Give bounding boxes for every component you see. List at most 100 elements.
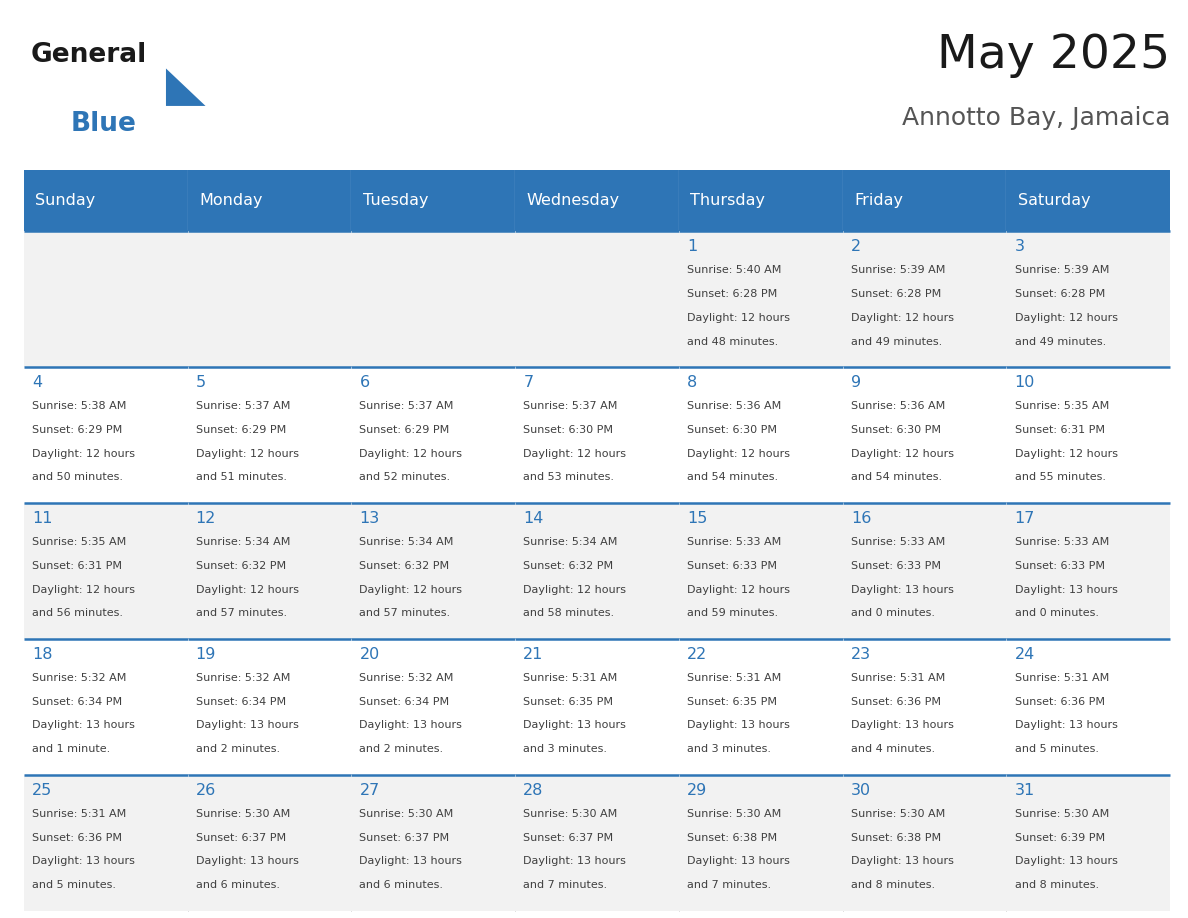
Text: Sunset: 6:34 PM: Sunset: 6:34 PM (32, 697, 122, 707)
Text: Daylight: 12 hours: Daylight: 12 hours (360, 449, 462, 459)
Text: Daylight: 13 hours: Daylight: 13 hours (687, 856, 790, 867)
Text: Sunset: 6:31 PM: Sunset: 6:31 PM (1015, 425, 1105, 435)
Text: Sunset: 6:37 PM: Sunset: 6:37 PM (523, 833, 613, 843)
Text: Sunset: 6:32 PM: Sunset: 6:32 PM (196, 561, 286, 571)
Text: Saturday: Saturday (1018, 193, 1091, 208)
Text: Wednesday: Wednesday (526, 193, 620, 208)
Text: Daylight: 12 hours: Daylight: 12 hours (851, 449, 954, 459)
Text: 5: 5 (196, 375, 206, 390)
Text: Sunrise: 5:31 AM: Sunrise: 5:31 AM (523, 673, 618, 683)
Text: Sunset: 6:30 PM: Sunset: 6:30 PM (687, 425, 777, 435)
Text: 8: 8 (687, 375, 697, 390)
Text: Friday: Friday (854, 193, 903, 208)
Text: Sunrise: 5:34 AM: Sunrise: 5:34 AM (360, 537, 454, 547)
Text: Daylight: 13 hours: Daylight: 13 hours (851, 856, 954, 867)
Text: Sunrise: 5:33 AM: Sunrise: 5:33 AM (1015, 537, 1108, 547)
FancyBboxPatch shape (188, 503, 352, 639)
Text: Sunrise: 5:31 AM: Sunrise: 5:31 AM (1015, 673, 1108, 683)
Text: Sunset: 6:35 PM: Sunset: 6:35 PM (687, 697, 777, 707)
Text: 25: 25 (32, 783, 52, 798)
Text: 28: 28 (523, 783, 544, 798)
Text: Sunset: 6:39 PM: Sunset: 6:39 PM (1015, 833, 1105, 843)
Text: Sunset: 6:33 PM: Sunset: 6:33 PM (1015, 561, 1105, 571)
Text: Sunset: 6:33 PM: Sunset: 6:33 PM (851, 561, 941, 571)
Text: Sunrise: 5:37 AM: Sunrise: 5:37 AM (196, 401, 290, 411)
FancyBboxPatch shape (24, 170, 188, 231)
FancyBboxPatch shape (516, 775, 678, 911)
FancyBboxPatch shape (678, 503, 842, 639)
Text: Daylight: 13 hours: Daylight: 13 hours (851, 721, 954, 731)
Text: and 0 minutes.: and 0 minutes. (851, 609, 935, 619)
Text: Sunset: 6:36 PM: Sunset: 6:36 PM (1015, 697, 1105, 707)
Text: and 1 minute.: and 1 minute. (32, 744, 110, 755)
Text: and 48 minutes.: and 48 minutes. (687, 337, 778, 347)
Text: 2: 2 (851, 240, 861, 254)
Text: Sunset: 6:28 PM: Sunset: 6:28 PM (1015, 289, 1105, 299)
Text: Sunset: 6:32 PM: Sunset: 6:32 PM (523, 561, 613, 571)
Text: Sunrise: 5:30 AM: Sunrise: 5:30 AM (687, 809, 782, 819)
Text: Daylight: 12 hours: Daylight: 12 hours (687, 313, 790, 323)
Text: Sunrise: 5:34 AM: Sunrise: 5:34 AM (523, 537, 618, 547)
FancyBboxPatch shape (352, 170, 516, 231)
FancyBboxPatch shape (24, 639, 188, 775)
FancyBboxPatch shape (678, 170, 842, 231)
Text: Sunrise: 5:31 AM: Sunrise: 5:31 AM (32, 809, 126, 819)
Text: 18: 18 (32, 647, 52, 662)
Text: Sunset: 6:35 PM: Sunset: 6:35 PM (523, 697, 613, 707)
Text: 14: 14 (523, 511, 544, 526)
FancyBboxPatch shape (678, 639, 842, 775)
FancyBboxPatch shape (842, 170, 1006, 231)
Text: 16: 16 (851, 511, 871, 526)
Text: and 7 minutes.: and 7 minutes. (687, 880, 771, 890)
Text: and 55 minutes.: and 55 minutes. (1015, 473, 1106, 483)
Polygon shape (166, 69, 206, 106)
Text: Sunset: 6:36 PM: Sunset: 6:36 PM (32, 833, 122, 843)
FancyBboxPatch shape (678, 367, 842, 503)
Text: Daylight: 12 hours: Daylight: 12 hours (196, 585, 298, 595)
Text: and 54 minutes.: and 54 minutes. (687, 473, 778, 483)
Text: Sunset: 6:36 PM: Sunset: 6:36 PM (851, 697, 941, 707)
Text: Sunrise: 5:30 AM: Sunrise: 5:30 AM (523, 809, 618, 819)
Text: Daylight: 13 hours: Daylight: 13 hours (687, 721, 790, 731)
Text: and 49 minutes.: and 49 minutes. (1015, 337, 1106, 347)
Text: 21: 21 (523, 647, 544, 662)
Text: and 51 minutes.: and 51 minutes. (196, 473, 286, 483)
Text: Monday: Monday (200, 193, 263, 208)
FancyBboxPatch shape (1006, 775, 1170, 911)
Text: Sunrise: 5:37 AM: Sunrise: 5:37 AM (360, 401, 454, 411)
FancyBboxPatch shape (24, 367, 188, 503)
Text: and 5 minutes.: and 5 minutes. (32, 880, 116, 890)
Text: and 3 minutes.: and 3 minutes. (687, 744, 771, 755)
Text: 17: 17 (1015, 511, 1035, 526)
Text: and 52 minutes.: and 52 minutes. (360, 473, 450, 483)
FancyBboxPatch shape (842, 503, 1006, 639)
Text: Daylight: 12 hours: Daylight: 12 hours (523, 585, 626, 595)
Text: Sunrise: 5:32 AM: Sunrise: 5:32 AM (360, 673, 454, 683)
FancyBboxPatch shape (352, 639, 516, 775)
Text: Sunrise: 5:33 AM: Sunrise: 5:33 AM (687, 537, 782, 547)
Text: Daylight: 12 hours: Daylight: 12 hours (1015, 449, 1118, 459)
Text: 29: 29 (687, 783, 707, 798)
FancyBboxPatch shape (842, 367, 1006, 503)
Text: Sunrise: 5:37 AM: Sunrise: 5:37 AM (523, 401, 618, 411)
FancyBboxPatch shape (516, 367, 678, 503)
FancyBboxPatch shape (1006, 367, 1170, 503)
Text: and 3 minutes.: and 3 minutes. (523, 744, 607, 755)
FancyBboxPatch shape (352, 231, 516, 367)
Text: General: General (30, 42, 146, 69)
Text: 27: 27 (360, 783, 380, 798)
FancyBboxPatch shape (516, 231, 678, 367)
Text: Sunrise: 5:39 AM: Sunrise: 5:39 AM (1015, 265, 1108, 275)
Text: Sunrise: 5:31 AM: Sunrise: 5:31 AM (851, 673, 946, 683)
Text: Daylight: 12 hours: Daylight: 12 hours (687, 585, 790, 595)
Text: and 7 minutes.: and 7 minutes. (523, 880, 607, 890)
Text: Sunrise: 5:32 AM: Sunrise: 5:32 AM (32, 673, 126, 683)
Text: Daylight: 13 hours: Daylight: 13 hours (32, 721, 134, 731)
Text: and 58 minutes.: and 58 minutes. (523, 609, 614, 619)
Text: and 6 minutes.: and 6 minutes. (360, 880, 443, 890)
Text: and 57 minutes.: and 57 minutes. (196, 609, 286, 619)
Text: 4: 4 (32, 375, 42, 390)
Text: 1: 1 (687, 240, 697, 254)
Text: Daylight: 12 hours: Daylight: 12 hours (32, 585, 135, 595)
Text: 10: 10 (1015, 375, 1035, 390)
